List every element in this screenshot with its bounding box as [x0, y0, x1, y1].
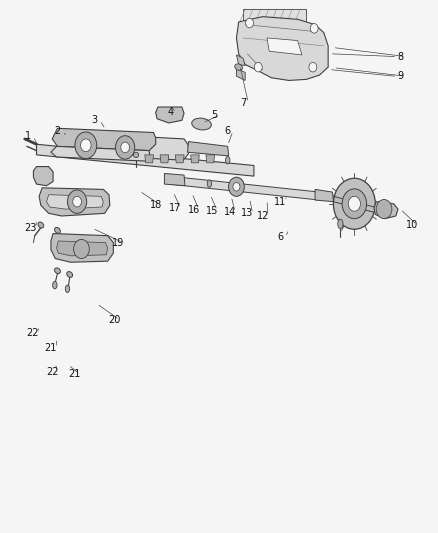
- Text: 6: 6: [277, 232, 283, 243]
- Polygon shape: [51, 147, 150, 161]
- Circle shape: [233, 182, 240, 191]
- Circle shape: [81, 139, 91, 152]
- Polygon shape: [33, 166, 53, 185]
- Circle shape: [121, 142, 130, 153]
- Circle shape: [254, 62, 262, 72]
- Polygon shape: [160, 155, 169, 163]
- Polygon shape: [36, 144, 254, 176]
- Polygon shape: [267, 38, 302, 55]
- Polygon shape: [374, 201, 398, 219]
- Polygon shape: [164, 173, 185, 185]
- Text: 5: 5: [212, 110, 218, 120]
- Circle shape: [116, 136, 135, 159]
- Ellipse shape: [67, 272, 73, 277]
- Text: 12: 12: [257, 211, 269, 221]
- Text: 16: 16: [187, 205, 200, 215]
- Ellipse shape: [53, 281, 57, 289]
- Polygon shape: [243, 9, 306, 22]
- Ellipse shape: [226, 157, 230, 164]
- Circle shape: [246, 18, 254, 28]
- Polygon shape: [169, 176, 319, 200]
- Text: 19: 19: [112, 238, 124, 247]
- Ellipse shape: [38, 222, 44, 228]
- Text: 13: 13: [241, 208, 254, 219]
- Circle shape: [75, 132, 97, 159]
- Text: 9: 9: [397, 71, 403, 81]
- Ellipse shape: [207, 180, 212, 187]
- Ellipse shape: [134, 152, 139, 158]
- Polygon shape: [51, 233, 113, 262]
- Circle shape: [73, 196, 81, 207]
- Text: 11: 11: [274, 197, 286, 207]
- Polygon shape: [237, 55, 245, 66]
- Text: 15: 15: [206, 206, 218, 216]
- Ellipse shape: [55, 268, 60, 273]
- Polygon shape: [191, 155, 199, 163]
- Circle shape: [342, 189, 367, 219]
- Text: 2: 2: [54, 126, 60, 136]
- Text: 3: 3: [92, 115, 98, 125]
- Polygon shape: [315, 189, 333, 201]
- Circle shape: [348, 196, 360, 211]
- Polygon shape: [57, 241, 108, 256]
- Polygon shape: [175, 155, 184, 163]
- Text: 7: 7: [240, 98, 246, 108]
- Ellipse shape: [192, 118, 211, 130]
- Text: 21: 21: [68, 369, 80, 379]
- Circle shape: [67, 190, 87, 213]
- Polygon shape: [145, 155, 153, 163]
- Text: 18: 18: [149, 200, 162, 211]
- Circle shape: [74, 239, 89, 259]
- Text: 17: 17: [169, 203, 181, 213]
- Polygon shape: [39, 188, 110, 216]
- Text: 1: 1: [25, 131, 31, 141]
- Text: 20: 20: [108, 314, 120, 325]
- Text: 10: 10: [406, 220, 418, 230]
- Text: 23: 23: [24, 223, 36, 233]
- Text: 22: 22: [46, 367, 58, 377]
- Ellipse shape: [65, 285, 70, 293]
- Polygon shape: [237, 17, 328, 80]
- Text: 14: 14: [224, 207, 236, 217]
- Text: 6: 6: [225, 126, 231, 136]
- Polygon shape: [100, 135, 188, 160]
- Circle shape: [310, 23, 318, 33]
- Polygon shape: [52, 128, 155, 151]
- Text: 8: 8: [397, 52, 403, 61]
- Polygon shape: [155, 107, 184, 123]
- Text: 4: 4: [168, 107, 174, 117]
- Text: 22: 22: [26, 328, 39, 338]
- Circle shape: [309, 62, 317, 72]
- Ellipse shape: [55, 228, 60, 233]
- Polygon shape: [237, 69, 245, 80]
- Circle shape: [333, 178, 375, 229]
- Text: 21: 21: [45, 343, 57, 353]
- Polygon shape: [46, 195, 103, 209]
- Polygon shape: [206, 155, 215, 163]
- Ellipse shape: [235, 64, 243, 70]
- Ellipse shape: [338, 219, 343, 229]
- Circle shape: [376, 199, 392, 219]
- Circle shape: [229, 177, 244, 196]
- Polygon shape: [187, 142, 229, 156]
